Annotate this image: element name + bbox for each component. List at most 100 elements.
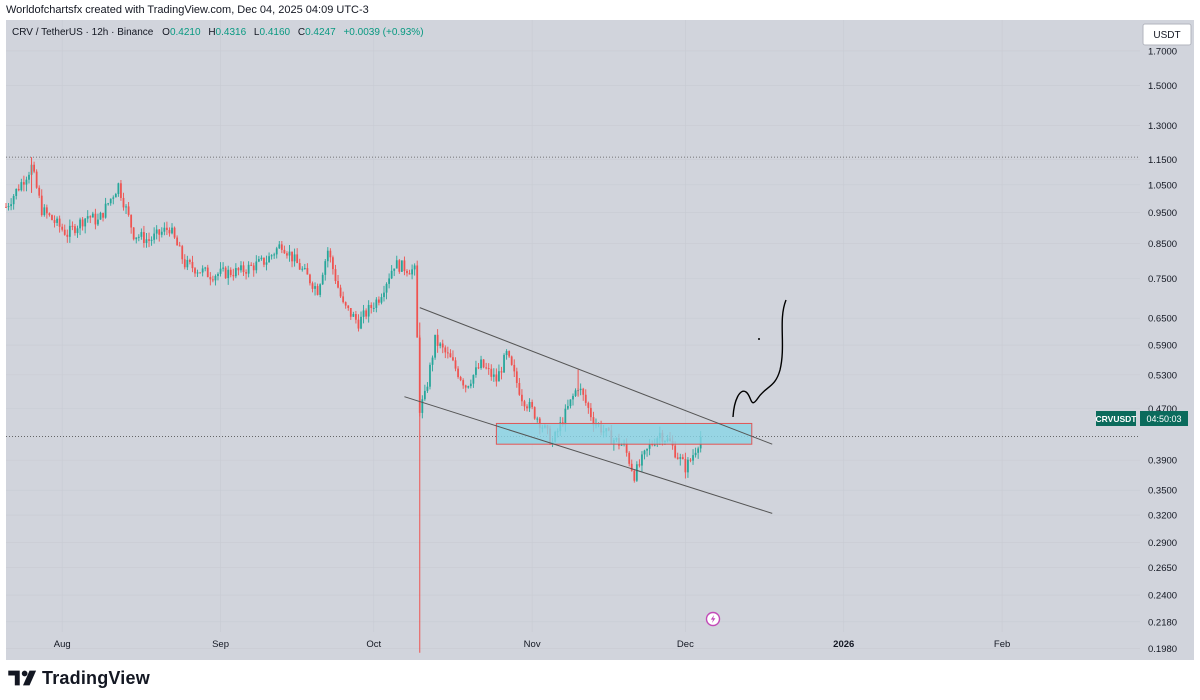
candle-body [467,386,470,388]
candle-body [199,272,202,274]
candle-body [569,399,572,407]
candle-body [33,164,35,172]
candle-body [163,227,166,232]
candle-body [475,367,477,375]
candle-body [22,182,25,185]
candle-body [429,364,431,387]
candle-body [306,268,309,275]
candle-body [679,457,682,459]
close-label: C [298,27,305,38]
credit-text: Worldofchartsfx created with TradingView… [6,4,369,16]
candle-body [342,296,345,303]
candle-body [587,402,590,408]
candle-body [515,371,518,384]
drawing-dot [758,338,760,340]
candle-body [17,188,20,191]
candle-body [263,257,265,265]
candle-body [260,257,263,260]
time-tick-label: Dec [677,639,694,650]
candle-body [676,457,679,459]
grid-lines [6,20,1140,649]
candle-body [423,390,426,400]
candle-body [45,207,48,214]
candle-body [186,259,189,268]
candle-body [309,274,311,284]
candle-body [298,263,301,270]
candle-body [421,399,424,413]
candle-body [321,274,324,285]
price-tick-label: 0.3200 [1148,511,1177,522]
tradingview-logo-icon [8,670,37,686]
open-value: 0.4210 [170,27,201,38]
candle-body [579,388,582,391]
lightning-icon[interactable] [705,611,721,627]
candles [5,157,702,653]
candle-body [53,220,56,223]
candle-body [692,455,694,461]
candle-body [452,357,454,361]
price-tick-label: 1.0500 [1148,180,1177,191]
price-tick-label: 0.1980 [1148,644,1177,655]
candle-body [592,417,595,426]
candle-body [487,368,490,370]
candle-body [454,360,457,369]
candle-body [367,304,370,317]
candle-body [120,183,122,198]
candle-body [513,364,516,372]
candle-body [68,225,71,237]
price-tick-label: 0.4700 [1148,404,1177,415]
candle-body [403,260,406,271]
price-tick-label: 0.6500 [1148,314,1177,325]
candle-body [344,302,347,306]
candle-body [71,225,74,227]
candle-body [482,359,485,368]
candle-body [431,357,434,365]
candle-body [464,385,467,388]
candle-body [5,206,7,208]
candle-body [84,218,87,227]
candle-body [15,188,18,196]
candle-body [628,452,631,464]
candle-body [91,213,94,218]
candle-body [122,197,125,208]
candle-body [247,264,250,274]
candle-body [257,259,260,262]
low-label: L [254,27,260,38]
candle-body [102,212,104,218]
candle-body [166,227,168,230]
chart-area[interactable] [6,20,1194,660]
candle-body [240,265,242,271]
candle-body [191,261,194,269]
candle-body [130,214,133,228]
demand-zone-box [495,422,753,445]
candle-body [183,259,186,268]
price-tick-label: 0.2900 [1148,538,1177,549]
candle-body [449,353,452,358]
candle-body [446,352,449,354]
candle-body [160,231,163,235]
currency-button[interactable]: USDT [1142,23,1192,46]
candle-body [176,237,179,246]
price-tick-label: 0.2650 [1148,563,1177,574]
time-tick-label: Oct [366,639,381,650]
candle-body [109,198,112,204]
candle-body [204,267,207,269]
candle-body [416,265,419,338]
drawings [404,299,787,514]
candle-body [314,286,316,289]
candle-body [268,256,270,263]
candle-body [375,299,378,308]
candle-body [286,253,288,256]
candle-body [51,215,53,221]
candle-body [43,207,46,216]
candle-body [347,305,350,309]
candle-body [457,368,459,377]
currency-button-box [1142,23,1192,46]
candle-body [74,226,76,234]
candle-body [245,272,247,274]
price-tick-label: 0.3900 [1148,456,1177,467]
candle-body [99,212,102,220]
candle-body [523,401,526,407]
candle-body [155,229,158,234]
